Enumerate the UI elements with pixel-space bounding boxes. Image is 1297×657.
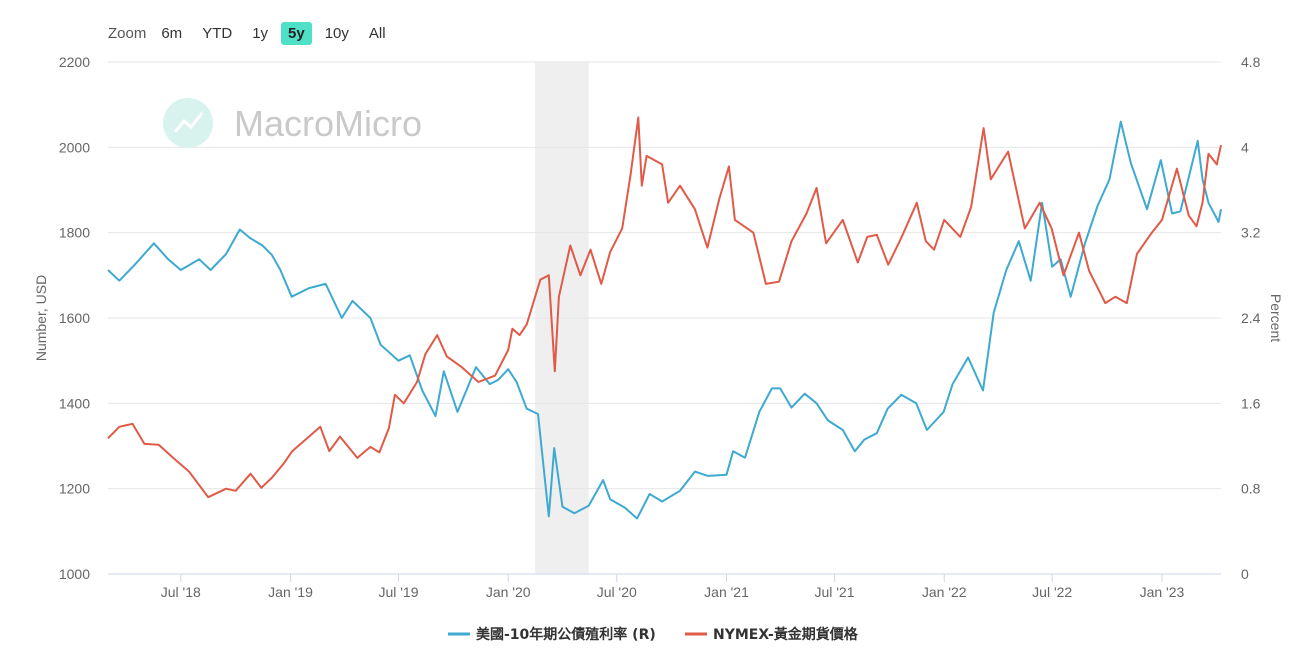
range-button-5y[interactable]: 5y [281, 21, 312, 45]
legend-item-gold[interactable]: NYMEX-黃金期貨價格 [685, 626, 859, 643]
y-tick-left: 1400 [59, 395, 90, 411]
x-tick-label: Jul '20 [597, 584, 637, 600]
legend-label-gold: NYMEX-黃金期貨價格 [713, 626, 859, 643]
range-button-all[interactable]: All [368, 24, 386, 42]
range-button-10y[interactable]: 10y [324, 24, 349, 42]
x-tick-label: Jul '19 [378, 584, 418, 600]
y-tick-left: 1600 [59, 310, 90, 326]
y-tick-right: 4 [1241, 139, 1249, 155]
x-tick-label: Jan '20 [486, 584, 531, 600]
y-tick-right: 0 [1241, 566, 1249, 582]
watermark: MacroMicro [163, 98, 422, 148]
y-tick-left: 1200 [59, 481, 90, 497]
range-button-ytd[interactable]: YTD [202, 24, 233, 42]
watermark-logo-mark [173, 112, 204, 133]
x-tick-label: Jan '23 [1140, 584, 1185, 600]
x-tick-label: Jan '22 [922, 584, 967, 600]
y-tick-right: 1.6 [1241, 395, 1261, 411]
legend-item-yield[interactable]: 美國-10年期公債殖利率 (R) [448, 626, 656, 643]
x-tick-label: Jul '22 [1032, 584, 1072, 600]
y-tick-right: 2.4 [1241, 310, 1261, 326]
x-tick-label: Jul '21 [814, 584, 854, 600]
watermark-text: MacroMicro [234, 103, 422, 144]
series-layer [107, 116, 1222, 520]
range-button-1y[interactable]: 1y [252, 24, 269, 42]
y-tick-right: 0.8 [1241, 481, 1261, 497]
y-tick-left: 2000 [59, 139, 90, 155]
x-tick-label: Jan '19 [268, 584, 313, 600]
legend: 美國-10年期公債殖利率 (R) NYMEX-黃金期貨價格 [448, 626, 859, 643]
range-button-6m[interactable]: 6m [161, 24, 183, 42]
range-selector: Zoom 6m YTD 1y 5y 10y All [100, 20, 399, 46]
zoom-label: Zoom [108, 24, 147, 42]
legend-label-yield: 美國-10年期公債殖利率 (R) [476, 626, 656, 643]
x-tick-label: Jan '21 [704, 584, 749, 600]
y-tick-left: 1800 [59, 225, 90, 241]
y-tick-right: 4.8 [1241, 54, 1261, 70]
y-tick-left: 2200 [59, 54, 90, 70]
axis-layer: 1000 0 1200 0.8 1400 1.6 1600 2.4 1800 3.2 2000 4 22… [59, 54, 1261, 600]
x-tick-label: Jul '18 [161, 584, 201, 600]
y-axis-title-right: Percent [1268, 294, 1284, 342]
series-line-gold [107, 116, 1222, 499]
y-axis-title-left: Number, USD [33, 275, 49, 361]
y-tick-right: 3.2 [1241, 225, 1261, 241]
y-tick-left: 1000 [59, 566, 90, 582]
